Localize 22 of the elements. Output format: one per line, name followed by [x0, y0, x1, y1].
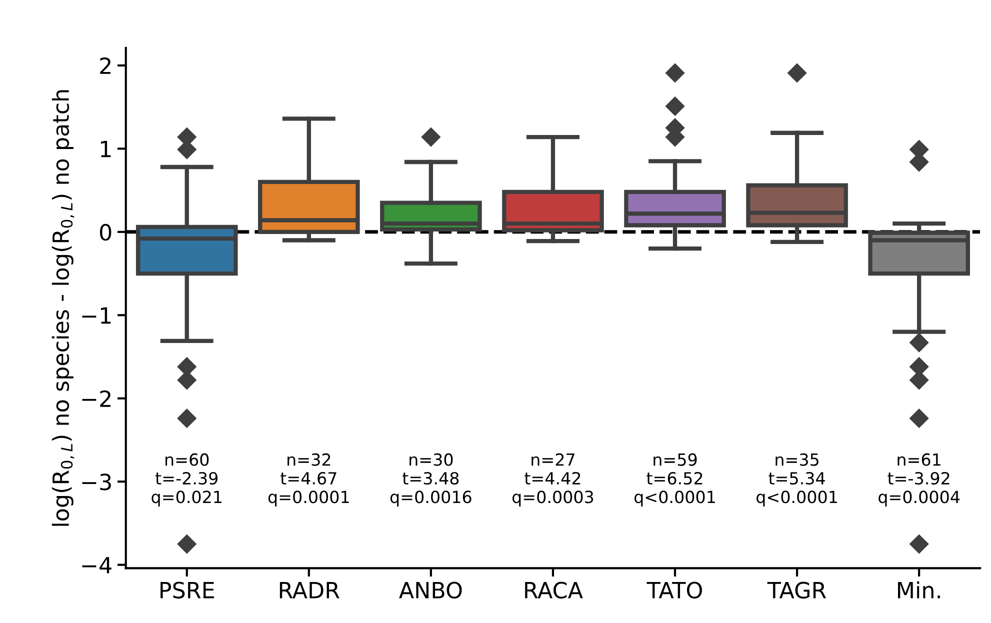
- annotation: n=32 t=4.67 q=0.0001: [268, 453, 349, 506]
- annotation: n=30 t=3.48 q=0.0016: [390, 453, 472, 506]
- y-tick-label: −3: [82, 474, 111, 490]
- y-tick-label: 2: [100, 57, 110, 74]
- y-tick-label: −2: [82, 390, 110, 407]
- annotation: n=27 t=4.42 q=0.0003: [512, 453, 594, 506]
- x-tick-label: Min.: [898, 581, 940, 598]
- x-tick-label: TATO: [646, 582, 702, 599]
- y-tick-label: 0: [100, 224, 112, 241]
- annotation: n=60 t=-2.39 q=0.021: [152, 453, 222, 506]
- annotation: n=61 t=-3.92 q=0.0004: [878, 453, 960, 506]
- x-tick-label: RADR: [280, 582, 340, 598]
- y-tick-label: 1: [100, 140, 111, 158]
- annotation: n=59 t=6.52 q<0.0001: [634, 453, 715, 506]
- x-tick-label: PSRE: [160, 582, 214, 599]
- y-tick-label: −4: [82, 557, 112, 574]
- y-tick-label: −1: [82, 307, 111, 324]
- x-tick-label: ANBO: [399, 582, 462, 599]
- y-axis-title: log(R$_{0,L}$) no species - log(R$_{0,L}$) no patch: [52, 90, 74, 526]
- x-tick-label: RACA: [525, 582, 583, 599]
- annotation: n=35 t=5.34 q<0.0001: [756, 453, 837, 506]
- x-tick-label: TAGR: [767, 582, 826, 599]
